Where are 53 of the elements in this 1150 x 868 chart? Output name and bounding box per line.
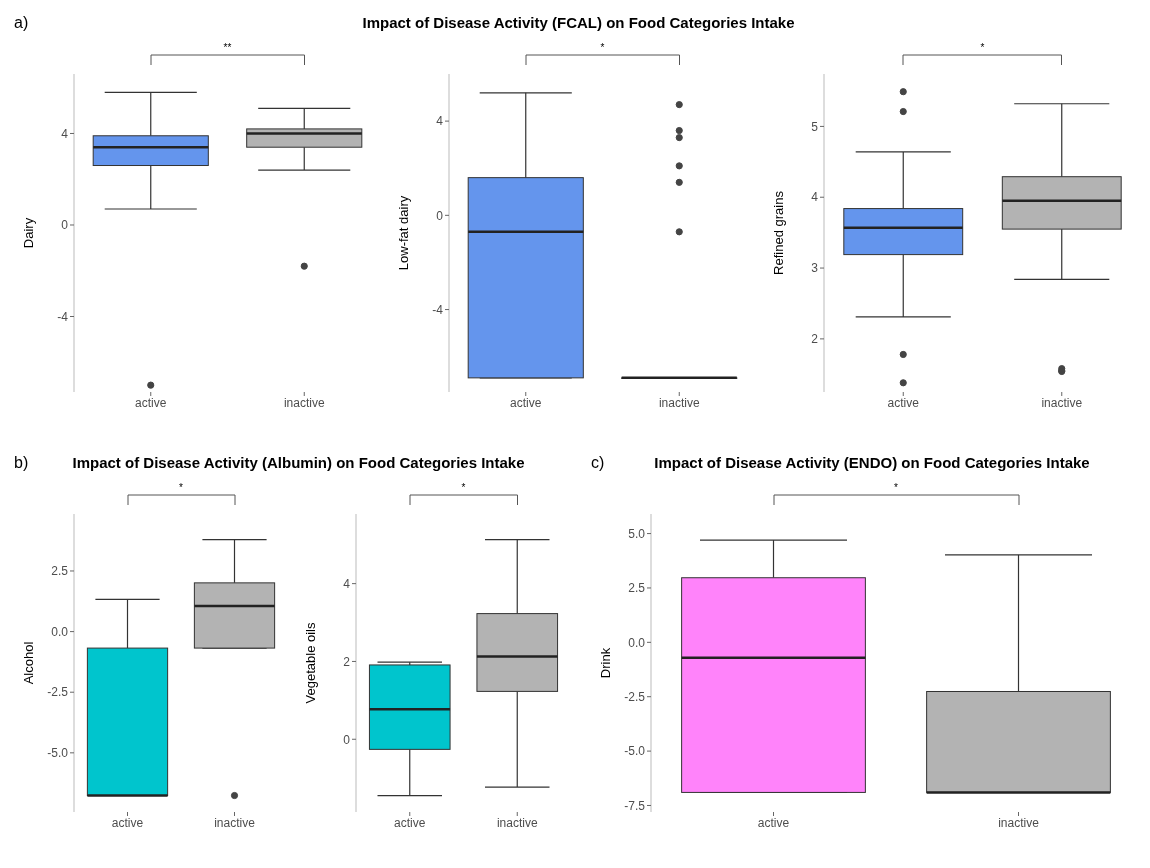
y-axis-title: Low-fat dairy	[395, 195, 411, 271]
y-tick-label: -2.5	[47, 685, 69, 700]
y-tick-label: 0	[61, 218, 69, 233]
chart-title: Impact of Disease Activity (FCAL) on Food Categories Intake	[362, 14, 795, 31]
y-tick-label: 0	[343, 732, 351, 747]
y-tick-label: 0.0	[51, 624, 69, 639]
y-tick-label: 4	[343, 576, 351, 591]
x-tick-label: inactive	[998, 815, 1040, 830]
x-tick-label: inactive	[283, 395, 325, 410]
y-tick-label: -4	[432, 302, 444, 317]
text: a)	[14, 14, 29, 32]
y-tick-label: 0.0	[628, 635, 646, 650]
text: **	[222, 42, 233, 53]
chart-title: Impact of Disease Activity (ENDO) on Food Categories Intake	[654, 454, 1090, 471]
x-tick-label: inactive	[214, 815, 256, 830]
y-tick-label: -4	[57, 309, 69, 324]
x-tick-label: active	[757, 815, 790, 830]
y-tick-label: 4	[61, 126, 69, 141]
y-tick-label: 2	[811, 332, 819, 347]
text: b)	[14, 454, 29, 472]
y-tick-label: -7.5	[624, 798, 646, 813]
y-tick-label: 5	[811, 119, 819, 134]
y-tick-label: 2	[343, 654, 351, 669]
y-tick-label: 3	[811, 261, 819, 276]
y-tick-label: 2.5	[51, 564, 69, 579]
text: *	[178, 482, 184, 493]
x-tick-label: active	[111, 815, 144, 830]
y-tick-label: -5.0	[624, 744, 646, 759]
text: c)	[591, 454, 605, 472]
text: *	[979, 42, 986, 53]
y-axis-title: Dairy	[20, 217, 36, 249]
y-axis-title: Alcohol	[20, 641, 36, 685]
x-tick-label: inactive	[658, 395, 700, 410]
y-tick-label: 2.5	[628, 581, 646, 596]
x-tick-label: active	[887, 395, 920, 410]
y-tick-label: 5.0	[628, 526, 646, 541]
x-tick-label: inactive	[1041, 395, 1083, 410]
y-axis-title: Refined grains	[770, 190, 786, 275]
x-tick-label: active	[135, 395, 167, 410]
y-tick-label: 4	[811, 190, 819, 205]
text: *	[460, 482, 467, 493]
y-axis-title: Vegetable oils	[302, 622, 318, 704]
x-tick-label: inactive	[496, 815, 538, 830]
text: *	[893, 482, 899, 493]
x-tick-label: active	[510, 395, 542, 410]
chart-title: Impact of Disease Activity (Albumin) on Food Categories Intake	[72, 454, 525, 471]
y-tick-label: 0	[436, 208, 444, 223]
text: *	[599, 42, 606, 53]
y-tick-label: 4	[436, 114, 444, 129]
y-axis-title: Drink	[597, 647, 613, 679]
x-tick-label: active	[394, 815, 426, 830]
y-tick-label: -5.0	[47, 746, 69, 761]
y-tick-label: -2.5	[624, 689, 646, 704]
